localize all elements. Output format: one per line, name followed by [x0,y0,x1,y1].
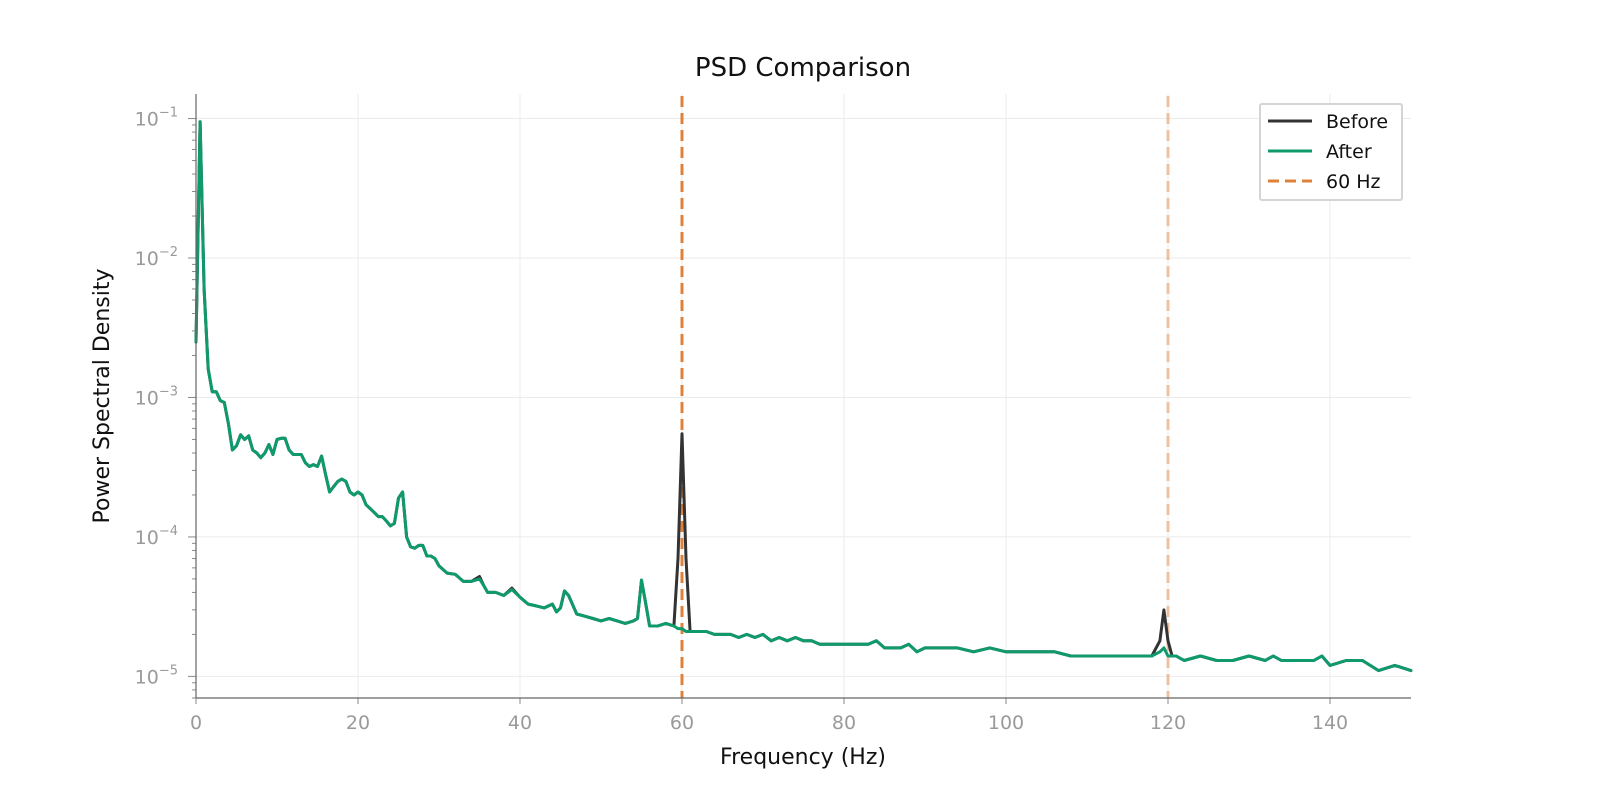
grid [196,94,1411,698]
x-tick-label: 40 [508,712,532,734]
legend: Before After 60 Hz [1259,103,1403,201]
legend-label: 60 Hz [1326,171,1381,193]
x-tick-label: 20 [346,712,370,734]
x-tick-label: 80 [832,712,856,734]
series-line-before [194,120,1413,673]
x-tick-label: 100 [988,712,1024,734]
x-tick-label: 140 [1312,712,1348,734]
chart-title: PSD Comparison [695,53,911,83]
y-tick-label: 10−4 [135,524,178,549]
y-tick-label: 10−2 [135,245,178,270]
x-tick-label: 60 [670,712,694,734]
axes: 0 20 40 60 80 100 120 140 10−5 10−4 10−3 10−2 10−1 [135,94,1411,734]
legend-box [1259,103,1403,201]
y-tick-label: 10−3 [135,384,178,409]
x-tick-label: 0 [190,712,202,734]
x-tick-label: 120 [1150,712,1186,734]
y-axis-label: Power Spectral Density [90,269,115,524]
series-lines [194,120,1413,673]
x-axis-label: Frequency (Hz) [720,745,886,770]
y-tick-label: 10−5 [135,663,178,688]
reference-lines [680,96,1170,698]
series-line-after [194,120,1413,673]
legend-label: After [1326,141,1372,163]
y-tick-label: 10−1 [135,106,178,131]
legend-label: Before [1326,111,1388,133]
